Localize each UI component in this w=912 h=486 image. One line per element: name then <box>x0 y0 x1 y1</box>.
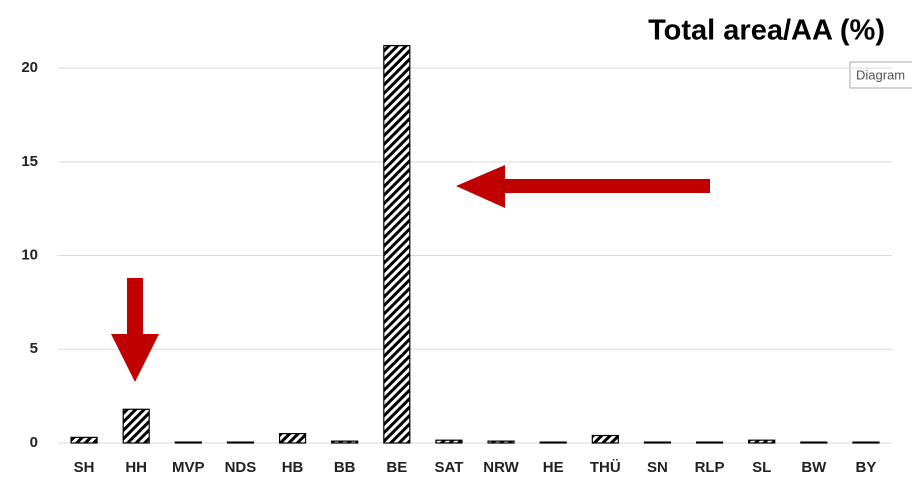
x-tick-label: SAT <box>434 459 463 476</box>
bar <box>174 441 202 444</box>
x-tick-label: BE <box>386 459 407 476</box>
bar <box>435 439 463 444</box>
x-tick-label: BW <box>801 459 827 476</box>
x-tick-label: SL <box>752 459 771 476</box>
x-tick-label: HH <box>125 459 147 476</box>
x-tick-label: SH <box>74 459 95 476</box>
x-tick-label: SN <box>647 459 668 476</box>
x-tick-label: NRW <box>483 459 519 476</box>
bar <box>695 441 724 444</box>
bar <box>278 433 307 444</box>
x-tick-label: BY <box>856 459 877 476</box>
y-tick-label: 15 <box>21 153 38 170</box>
y-tick-label: 20 <box>21 59 38 76</box>
x-tick-label: RLP <box>695 459 725 476</box>
x-tick-label: HE <box>543 459 564 476</box>
bar <box>852 441 880 444</box>
chart-title: Total area/AA (%) <box>648 15 885 47</box>
x-tick-label: THÜ <box>590 459 621 476</box>
arrow <box>456 165 710 208</box>
y-tick-label: 10 <box>21 247 38 264</box>
bar <box>643 441 672 444</box>
bar <box>122 408 150 444</box>
x-tick-label: HB <box>282 459 304 476</box>
tooltip: Diagram <box>849 61 912 89</box>
bar <box>591 434 619 444</box>
bar <box>331 440 359 444</box>
arrow <box>111 278 159 382</box>
x-tick-label: BB <box>334 459 356 476</box>
x-tick-label: MVP <box>172 459 205 476</box>
y-tick-label: 5 <box>30 340 38 357</box>
bar <box>70 436 98 444</box>
tooltip-box <box>849 61 912 89</box>
bar <box>800 441 828 444</box>
y-tick-label: 0 <box>30 434 38 451</box>
bar <box>383 45 411 444</box>
x-tick-label: NDS <box>225 459 257 476</box>
tooltip-text: Diagram <box>856 67 905 82</box>
bar <box>539 441 567 444</box>
bar <box>226 441 255 444</box>
bar <box>487 440 515 444</box>
bar <box>748 439 776 444</box>
